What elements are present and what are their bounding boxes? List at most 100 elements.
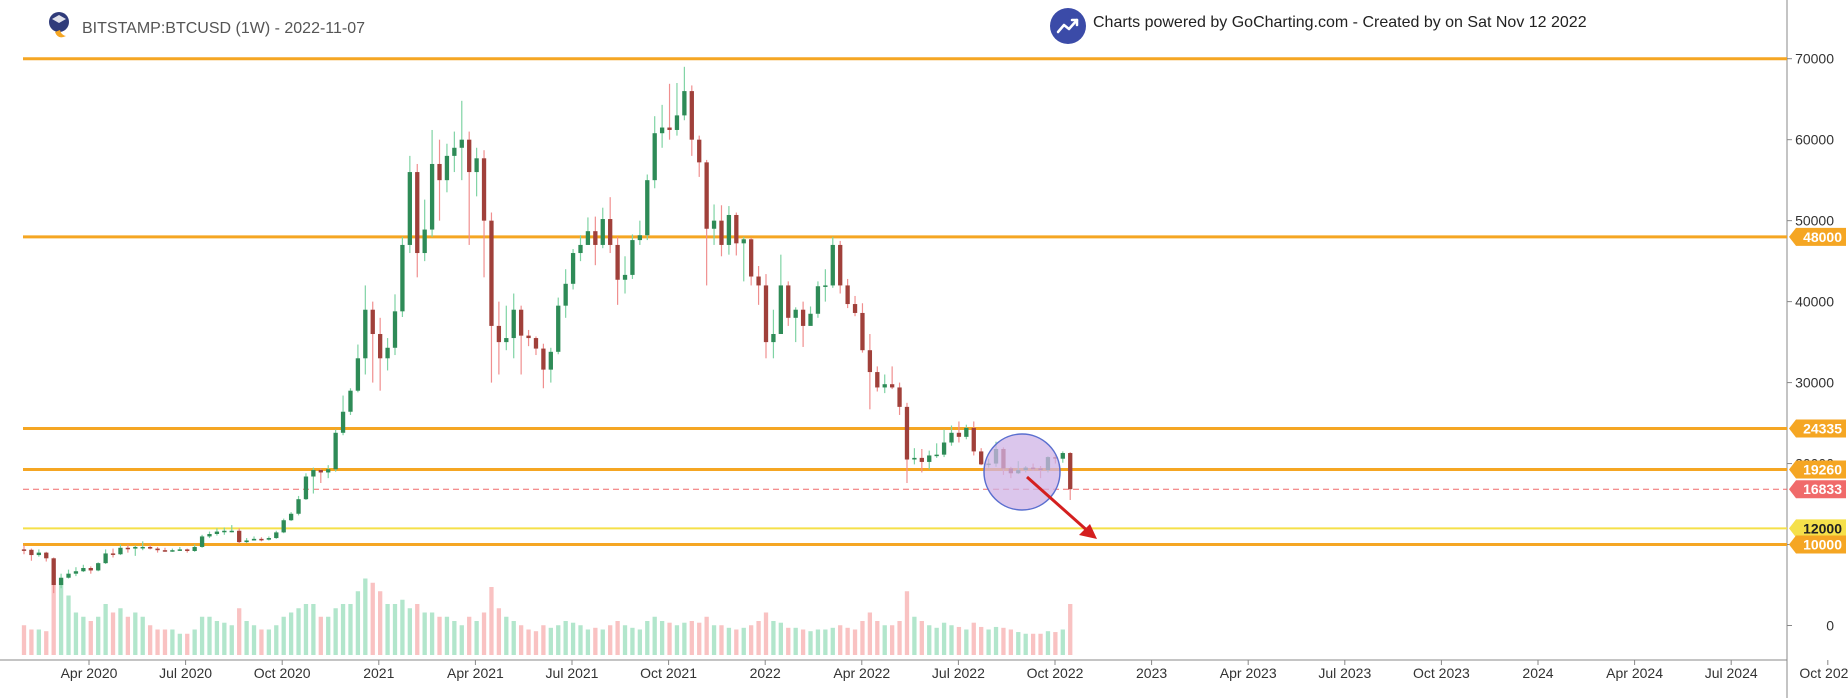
candle-body[interactable] [711, 220, 717, 229]
candle-body[interactable] [533, 338, 539, 349]
candle-body[interactable] [652, 133, 657, 181]
candle-body[interactable] [726, 214, 732, 245]
candle-body[interactable] [44, 552, 49, 559]
candle-body[interactable] [237, 530, 242, 543]
candle-body[interactable] [496, 325, 502, 343]
candle-body[interactable] [140, 546, 145, 549]
candle-body[interactable] [214, 531, 220, 535]
candle-body[interactable] [229, 530, 234, 533]
candle-body[interactable] [422, 229, 427, 254]
candle-body[interactable] [355, 358, 361, 391]
candle-body[interactable] [593, 231, 598, 245]
candle-body[interactable] [88, 568, 93, 571]
candle-body[interactable] [177, 549, 182, 551]
candle-body[interactable] [311, 470, 316, 477]
candle-body[interactable] [303, 476, 309, 500]
candle-body[interactable] [125, 547, 131, 550]
candle-body[interactable] [927, 455, 932, 462]
candle-body[interactable] [637, 235, 643, 241]
candle-body[interactable] [867, 350, 873, 373]
candle-body[interactable] [162, 550, 168, 552]
candle-body[interactable] [830, 244, 835, 286]
candle-body[interactable] [110, 553, 116, 555]
candle-body[interactable] [170, 550, 175, 552]
candle-body[interactable] [800, 309, 806, 326]
candle-body[interactable] [904, 406, 910, 460]
candle-body[interactable] [548, 351, 553, 370]
candle-body[interactable] [630, 240, 635, 275]
candle-body[interactable] [518, 309, 524, 336]
candle-body[interactable] [845, 285, 850, 305]
candle-body[interactable] [407, 172, 412, 245]
down-arrow-shaft[interactable] [1026, 475, 1091, 535]
candle-body[interactable] [444, 155, 450, 181]
candle-body[interactable] [667, 127, 672, 130]
candle-body[interactable] [778, 285, 783, 335]
candle-body[interactable] [749, 239, 754, 277]
candle-body[interactable] [659, 127, 665, 134]
candle-body[interactable] [622, 274, 628, 280]
candle-body[interactable] [118, 547, 123, 555]
candle-body[interactable] [81, 568, 86, 572]
candle-body[interactable] [786, 285, 791, 318]
candle-body[interactable] [51, 558, 56, 586]
candle-body[interactable] [259, 538, 264, 541]
candle-body[interactable] [585, 231, 591, 245]
candle-body[interactable] [556, 305, 561, 352]
candle-body[interactable] [66, 573, 71, 578]
candle-body[interactable] [875, 372, 880, 388]
candle-body[interactable] [155, 548, 160, 551]
candle-body[interactable] [400, 244, 405, 312]
candle-body[interactable] [274, 532, 279, 539]
candle-body[interactable] [199, 536, 205, 547]
candle-body[interactable] [815, 286, 821, 314]
candle-body[interactable] [185, 549, 190, 552]
candle-body[interactable] [697, 139, 702, 163]
candle-body[interactable] [541, 348, 546, 370]
candle-body[interactable] [281, 520, 286, 533]
candle-body[interactable] [704, 162, 709, 229]
candle-body[interactable] [36, 552, 41, 556]
candle-body[interactable] [511, 309, 516, 339]
candle-body[interactable] [333, 432, 338, 470]
candle-body[interactable] [96, 563, 101, 571]
candle-body[interactable] [296, 499, 301, 514]
candle-body[interactable] [979, 451, 984, 465]
candle-body[interactable] [459, 139, 464, 148]
candle-body[interactable] [415, 172, 420, 254]
powered-by-text[interactable]: Charts powered by GoCharting.com - Creat… [1093, 14, 1587, 31]
candle-body[interactable] [266, 538, 272, 540]
candle-body[interactable] [808, 313, 813, 326]
candle-body[interactable] [392, 311, 398, 348]
candle-body[interactable] [570, 253, 576, 284]
candle-body[interactable] [192, 546, 197, 552]
candle-body[interactable] [437, 163, 442, 181]
candle-body[interactable] [838, 244, 843, 286]
candle-body[interactable] [674, 115, 680, 130]
candle-body[interactable] [793, 309, 798, 318]
highlight-circle[interactable] [983, 433, 1061, 511]
candle-body[interactable] [734, 214, 739, 244]
candle-body[interactable] [288, 513, 294, 521]
candle-body[interactable] [600, 219, 605, 245]
candle-body[interactable] [452, 147, 457, 156]
candle-body[interactable] [771, 334, 776, 343]
candle-body[interactable] [608, 219, 613, 245]
candle-body[interactable] [147, 546, 153, 549]
candle-body[interactable] [73, 571, 79, 574]
candle-body[interactable] [103, 553, 108, 564]
candle-body[interactable] [889, 384, 895, 388]
candle-body[interactable] [504, 338, 509, 343]
candle-body[interactable] [363, 309, 368, 359]
candle-body[interactable] [429, 163, 435, 230]
candle-body[interactable] [897, 387, 902, 407]
candle-body[interactable] [912, 457, 917, 460]
candle-body[interactable] [29, 549, 34, 556]
candle-body[interactable] [941, 442, 947, 455]
candle-body[interactable] [682, 91, 687, 116]
candle-body[interactable] [348, 390, 353, 412]
candle-body[interactable] [1068, 453, 1073, 490]
candle-body[interactable] [58, 577, 64, 586]
candle-body[interactable] [823, 285, 828, 287]
candle-body[interactable] [563, 283, 568, 306]
